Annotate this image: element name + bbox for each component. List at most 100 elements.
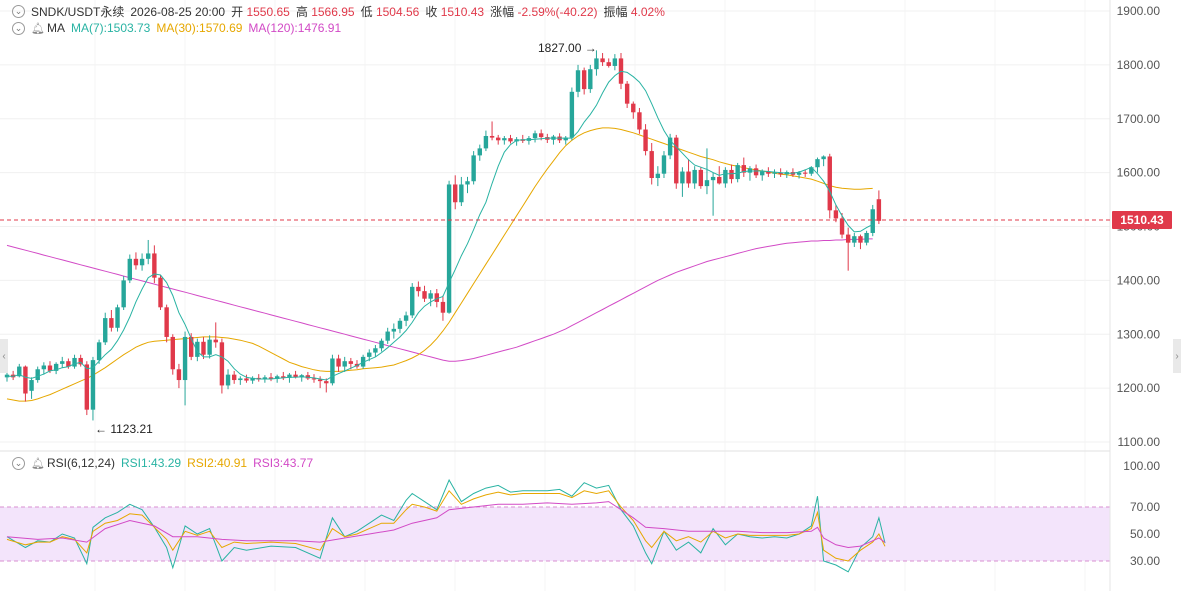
candle-body [170,336,175,370]
price-tick-label: 1200.00 [1117,381,1161,395]
candle-body [569,91,575,138]
candle-body [410,286,415,316]
candle-body [207,339,212,355]
candle-body [201,341,206,355]
chevron-down-icon[interactable]: ⌄ [12,5,25,18]
candle-body [631,103,636,113]
chevron-down-icon[interactable]: ⌄ [12,456,25,470]
candle-body [876,199,882,221]
candle-body [41,365,47,370]
high-marker: 1827.00 → [538,41,597,55]
candle-body [760,171,765,176]
candle-body [852,236,857,243]
candle-body [717,176,722,184]
chevron-right-icon[interactable]: › [1173,339,1181,373]
symbol-label: SNDK/USDT永续 [31,5,125,19]
candle-body [293,374,298,378]
candle-body [287,374,292,378]
candle-body [772,172,777,174]
close-value: 1510.43 [440,5,485,19]
chevron-left-icon[interactable]: ‹ [0,339,8,373]
price-tick-label: 1900.00 [1117,4,1161,18]
price-tick-label: 1400.00 [1117,273,1161,287]
candle-body [575,70,581,92]
candle-body [103,318,108,343]
bell-icon[interactable]: 🔔︎ [31,457,45,470]
ma30-value: MA(30):1570.69 [156,21,243,35]
candle-body [827,156,832,211]
candle-body [90,360,96,410]
candle-body [643,129,648,152]
candle-body [195,341,200,357]
candle-body [538,133,544,138]
candle-body [606,62,611,66]
candle-body [189,336,194,357]
rsi-band [0,507,1110,561]
candle-body [588,69,593,90]
grid-lines [0,0,1110,591]
low-marker: ← 1123.21 [95,422,153,436]
candle-body [809,167,814,174]
rsi-tick-label: 30.00 [1130,554,1160,568]
ma30-line [6,127,873,402]
amplitude-label: 振幅 [603,5,628,19]
candle-body [219,342,225,386]
candle-body [330,358,335,384]
close-label: 收 [425,5,438,19]
high-value: 1566.95 [311,5,355,19]
candle-body [35,369,40,381]
candle-body [391,328,397,332]
candle-body [317,379,323,382]
candle-body [833,210,839,219]
rsi2-series [6,489,886,562]
candle-body [78,357,83,365]
candle-body [133,258,139,266]
candle-body [815,159,820,168]
candle-body [139,258,145,266]
candle-body [299,375,304,378]
candle-body [182,336,188,381]
candle-body [839,218,845,235]
candle-body [459,184,464,203]
candle-body [624,83,630,104]
candle-body [477,148,482,156]
current-price-tag: 1510.43 [1112,211,1172,229]
candle-body [367,352,372,357]
candle-body [158,277,163,308]
candle-body [680,171,685,184]
candle-body [311,378,317,380]
candle-body [164,307,169,337]
ma7-value: MA(7):1503.73 [70,21,151,35]
bell-icon[interactable]: 🔔︎ [31,22,45,35]
open-label: 开 [231,5,244,19]
candle-body [471,155,476,182]
candle-body [821,156,826,160]
candle-body [723,169,728,184]
candle-body [704,180,710,187]
candle-body [53,363,59,371]
rsi1-value: RSI1:43.29 [121,456,182,470]
candle-body [238,378,243,381]
candle-body [121,280,126,308]
candle-body [489,135,495,138]
rsi-tick-label: 100.00 [1123,459,1160,473]
candle-body [66,361,71,367]
candle-body [753,168,759,176]
candle-body [231,374,237,381]
candle-body [710,176,716,181]
candle-body [600,58,605,63]
candle-body [502,138,507,141]
candle-body [403,315,409,321]
chevron-down-icon[interactable]: ⌄ [12,21,25,35]
low-value: 1504.56 [375,5,420,19]
price-tick-label: 1700.00 [1117,112,1161,126]
ma120-line [6,238,873,362]
candle-body [803,172,808,174]
candle-body [563,137,568,141]
candle-body [262,377,268,380]
candle-body [747,168,753,173]
candle-body [176,369,182,381]
candle-body [348,361,354,364]
candle-body [864,232,869,243]
